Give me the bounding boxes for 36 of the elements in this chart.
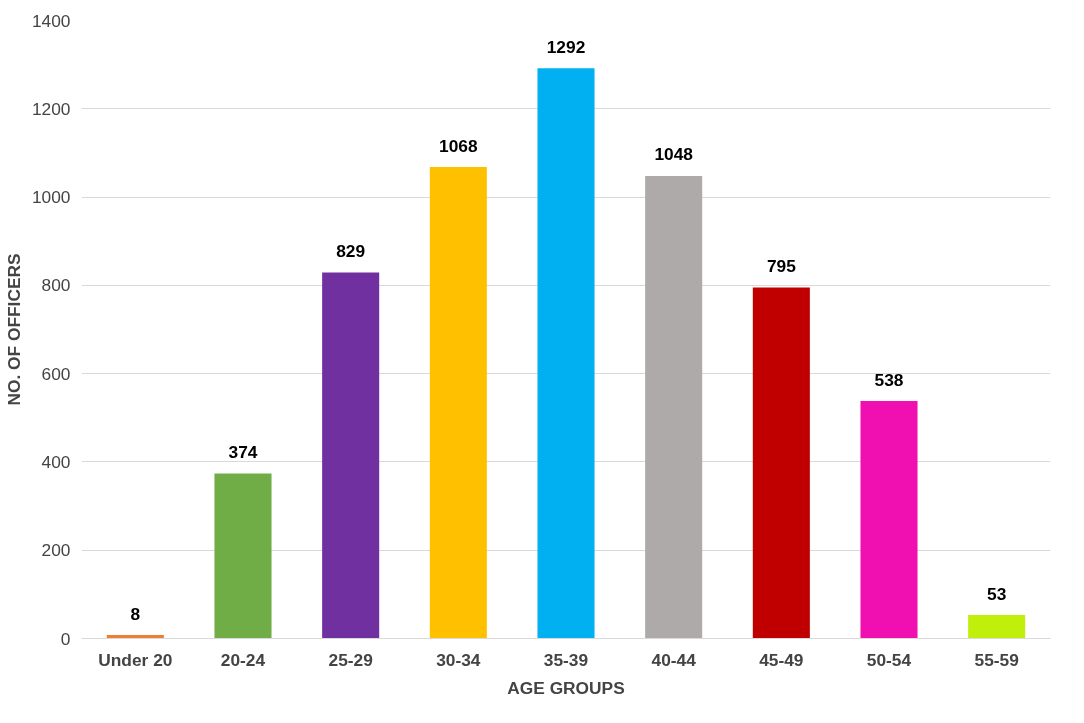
data-label: 795 xyxy=(766,256,797,277)
x-tick-label: 35-39 xyxy=(543,649,589,670)
bar xyxy=(537,68,595,639)
bar xyxy=(968,615,1026,639)
bar xyxy=(429,167,487,639)
y-tick-label: 1000 xyxy=(31,187,71,208)
y-tick-label: 0 xyxy=(60,628,71,649)
x-tick-label: 20-24 xyxy=(220,649,266,670)
x-tick-label: 30-34 xyxy=(436,649,481,670)
bar xyxy=(645,175,703,639)
x-tick-label: 55-59 xyxy=(974,649,1019,670)
x-tick-label: 25-29 xyxy=(328,649,373,670)
data-label: 538 xyxy=(874,369,904,390)
x-axis-title: AGE GROUPS xyxy=(507,677,625,698)
data-label: 1048 xyxy=(654,144,694,165)
bar xyxy=(860,401,918,639)
x-tick-label: Under 20 xyxy=(98,649,173,670)
x-tick-label: 45-49 xyxy=(759,649,804,670)
x-tick-label: 50-54 xyxy=(866,649,912,670)
bar xyxy=(322,272,380,639)
data-label: 829 xyxy=(336,241,366,262)
y-tick-label: 800 xyxy=(41,275,71,296)
y-tick-label: 1400 xyxy=(31,10,71,31)
y-tick-label: 1200 xyxy=(31,98,71,119)
data-label: 8 xyxy=(130,603,141,624)
data-label: 1068 xyxy=(439,135,478,156)
data-label: 374 xyxy=(228,441,258,462)
bar xyxy=(214,473,272,639)
x-tick-label: 40-44 xyxy=(651,649,697,670)
y-tick-label: 200 xyxy=(41,540,71,561)
data-label: 53 xyxy=(987,583,1007,604)
y-tick-label: 600 xyxy=(41,363,71,384)
y-tick-label: 400 xyxy=(41,451,71,472)
data-label: 1292 xyxy=(546,36,586,57)
bar xyxy=(752,287,810,639)
y-axis-title: NO. OF OFFICERS xyxy=(3,253,24,406)
